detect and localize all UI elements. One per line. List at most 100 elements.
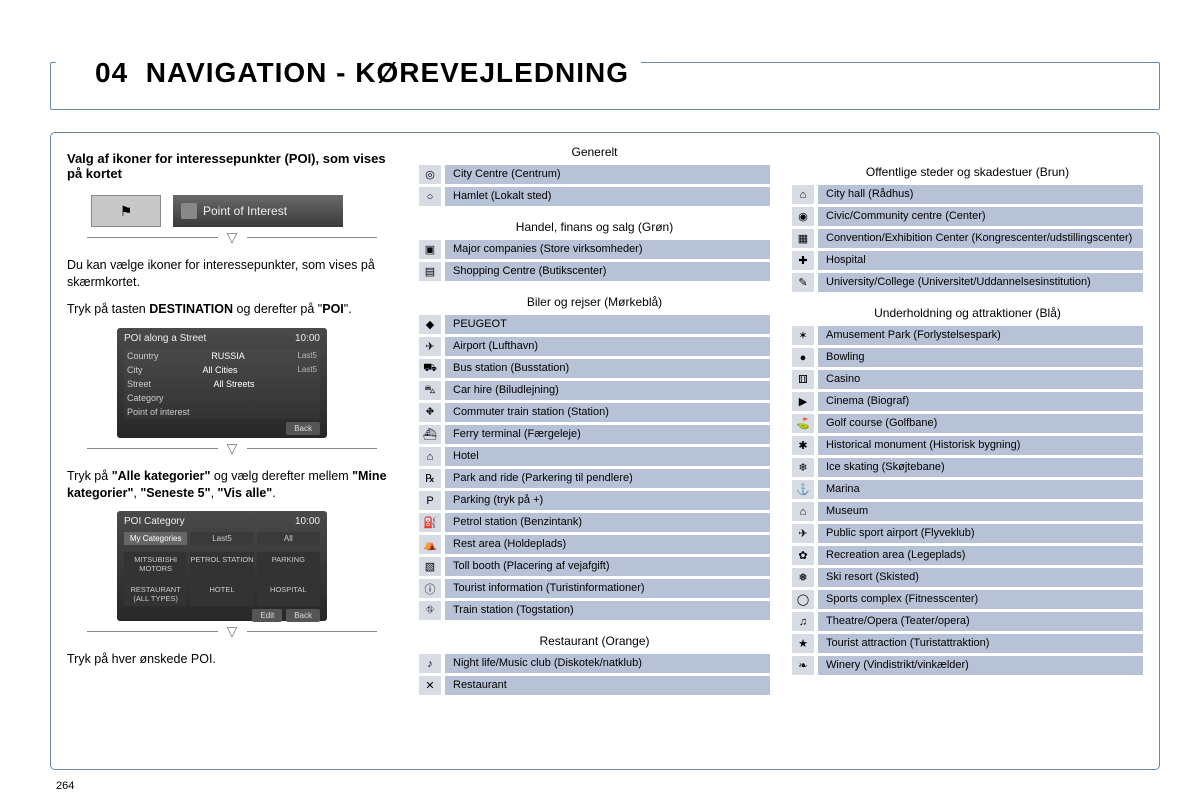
poi-category-icon: ⌂ <box>792 502 814 521</box>
poi-item: ⛟Bus station (Busstation) <box>419 359 770 378</box>
poi-category-icon: ◆ <box>419 315 441 334</box>
poi-label: City Centre (Centrum) <box>445 165 770 184</box>
poi-label: Historical monument (Historisk bygning) <box>818 436 1143 455</box>
instruction-2: Tryk på "Alle kategorier" og vælg dereft… <box>67 468 397 502</box>
divider: ▽ <box>87 444 377 458</box>
poi-label: Parking (tryk på +) <box>445 491 770 510</box>
poi-button[interactable]: Point of Interest <box>173 195 343 227</box>
poi-item: ◆PEUGEOT <box>419 315 770 334</box>
poi-item: ✶Amusement Park (Forlystelsespark) <box>792 326 1143 345</box>
poi-label: Ice skating (Skøjtebane) <box>818 458 1143 477</box>
poi-category-icon: ♫ <box>792 612 814 631</box>
poi-item: ❄Ice skating (Skøjtebane) <box>792 458 1143 477</box>
category-heading: Generelt <box>419 145 770 159</box>
poi-label: Casino <box>818 370 1143 389</box>
poi-category-icon: ⛍ <box>419 381 441 400</box>
page-title: 04 NAVIGATION - KØREVEJLEDNING <box>95 57 629 88</box>
poi-item: ★Tourist attraction (Turistattraktion) <box>792 634 1143 653</box>
poi-category-icon: ⛴ <box>419 425 441 444</box>
poi-label: Golf course (Golfbane) <box>818 414 1143 433</box>
flag-button[interactable]: ⚑ <box>91 195 161 227</box>
poi-category-icon: ⛽ <box>419 513 441 532</box>
poi-category-icon: ❧ <box>792 656 814 675</box>
section-title: NAVIGATION - KØREVEJLEDNING <box>146 57 629 88</box>
poi-item: ❅Ski resort (Skisted) <box>792 568 1143 587</box>
poi-category-icon: ◯ <box>792 590 814 609</box>
poi-item: ○Hamlet (Lokalt sted) <box>419 187 770 206</box>
poi-label: Rest area (Holdeplads) <box>445 535 770 554</box>
poi-item: ⛳Golf course (Golfbane) <box>792 414 1143 433</box>
back-button[interactable]: Back <box>286 609 320 622</box>
category-heading: Underholdning og attraktioner (Blå) <box>792 306 1143 320</box>
poi-category-icon: ⛟ <box>419 359 441 378</box>
middle-column: Generelt◎City Centre (Centrum)○Hamlet (L… <box>419 145 770 757</box>
poi-item: ⛍Car hire (Biludlejning) <box>419 381 770 400</box>
left-subtitle: Valg af ikoner for interessepunkter (POI… <box>67 151 397 181</box>
poi-label: Museum <box>818 502 1143 521</box>
poi-label: Hamlet (Lokalt sted) <box>445 187 770 206</box>
instruction-1a: Du kan vælge ikoner for interessepunkter… <box>67 257 397 291</box>
poi-label: Toll booth (Placering af vejafgift) <box>445 557 770 576</box>
manual-page: 04 NAVIGATION - KØREVEJLEDNING Valg af i… <box>0 0 1200 800</box>
instruction-1b: Tryk på tasten DESTINATION og derefter p… <box>67 301 397 318</box>
poi-item: ✈Public sport airport (Flyveklub) <box>792 524 1143 543</box>
poi-label: Train station (Togstation) <box>445 601 770 620</box>
poi-item: ❧Winery (Vindistrikt/vinkælder) <box>792 656 1143 675</box>
poi-category-icon: ▶ <box>792 392 814 411</box>
poi-label: Ski resort (Skisted) <box>818 568 1143 587</box>
poi-category-icon: ❄ <box>792 458 814 477</box>
poi-category-icon: ⚅ <box>792 370 814 389</box>
poi-category-icon: P <box>419 491 441 510</box>
poi-category-icon: ▦ <box>792 229 814 248</box>
poi-category-icon: ★ <box>792 634 814 653</box>
poi-category-icon: ⛗ <box>419 601 441 620</box>
poi-item: ✈Airport (Lufthavn) <box>419 337 770 356</box>
poi-category-icon: ✈ <box>419 337 441 356</box>
poi-item: ⌂Hotel <box>419 447 770 466</box>
poi-category-icon: ✚ <box>792 251 814 270</box>
poi-item: ⛺Rest area (Holdeplads) <box>419 535 770 554</box>
poi-category-icon: ⛳ <box>792 414 814 433</box>
poi-label: Cinema (Biograf) <box>818 392 1143 411</box>
poi-category-icon: ● <box>792 348 814 367</box>
instruction-3: Tryk på hver ønskede POI. <box>67 651 397 668</box>
section-number: 04 <box>95 57 128 88</box>
back-button[interactable]: Back <box>286 422 320 435</box>
poi-label: Major companies (Store virksomheder) <box>445 240 770 259</box>
poi-label: Shopping Centre (Butikscenter) <box>445 262 770 281</box>
poi-category-icon: ✱ <box>792 436 814 455</box>
poi-label: Tourist attraction (Turistattraktion) <box>818 634 1143 653</box>
poi-item: ⚅Casino <box>792 370 1143 389</box>
left-column: Valg af ikoner for interessepunkter (POI… <box>67 145 397 757</box>
poi-item: ▶Cinema (Biograf) <box>792 392 1143 411</box>
poi-item: ⚓Marina <box>792 480 1143 499</box>
edit-button[interactable]: Edit <box>252 609 282 622</box>
poi-item: ✿Recreation area (Legeplads) <box>792 546 1143 565</box>
header-tab: 04 NAVIGATION - KØREVEJLEDNING <box>71 57 641 89</box>
poi-label: Winery (Vindistrikt/vinkælder) <box>818 656 1143 675</box>
page-number: 264 <box>56 780 74 792</box>
poi-category-icon: ⌂ <box>792 185 814 204</box>
poi-label: Night life/Music club (Diskotek/natklub) <box>445 654 770 673</box>
poi-label: Convention/Exhibition Center (Kongrescen… <box>818 229 1143 248</box>
mock-screen-1: POI along a Street10:00 CountryRUSSIALas… <box>117 328 327 438</box>
poi-item: ⓘTourist information (Turistinformatione… <box>419 579 770 598</box>
poi-category-icon: ⚓ <box>792 480 814 499</box>
button-row: ⚑ Point of Interest <box>91 195 397 227</box>
poi-category-icon: ✕ <box>419 676 441 695</box>
poi-item: ⛽Petrol station (Benzintank) <box>419 513 770 532</box>
poi-item: ◉Civic/Community centre (Center) <box>792 207 1143 226</box>
poi-category-icon: ◉ <box>792 207 814 226</box>
poi-label: Hotel <box>445 447 770 466</box>
poi-category-icon: ⛖ <box>419 403 441 422</box>
poi-category-icon: ▣ <box>419 240 441 259</box>
poi-item: ⛖Commuter train station (Station) <box>419 403 770 422</box>
poi-label: Bus station (Busstation) <box>445 359 770 378</box>
category-heading: Offentlige steder og skadestuer (Brun) <box>792 165 1143 179</box>
divider: ▽ <box>87 233 377 247</box>
poi-item: ●Bowling <box>792 348 1143 367</box>
poi-item: ⛴Ferry terminal (Færgeleje) <box>419 425 770 444</box>
poi-item: ♫Theatre/Opera (Teater/opera) <box>792 612 1143 631</box>
right-column: Offentlige steder og skadestuer (Brun) ⌂ C… <box>792 145 1143 757</box>
poi-item: ⛗Train station (Togstation) <box>419 601 770 620</box>
